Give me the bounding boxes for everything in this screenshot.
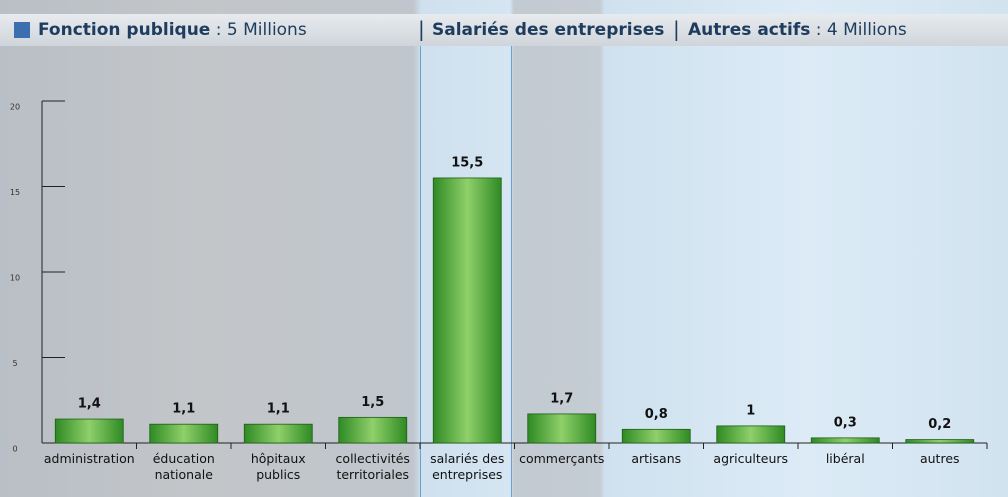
bar xyxy=(716,425,786,444)
value-label: 1,1 xyxy=(267,402,290,417)
bar xyxy=(432,177,502,444)
x-tick-label: salariés des entreprises xyxy=(430,451,505,482)
bar xyxy=(243,423,313,444)
bar xyxy=(621,428,691,444)
separator: | xyxy=(418,17,425,41)
x-tick-label: éducation nationale xyxy=(152,451,215,482)
x-tick-label: commerçants xyxy=(519,451,605,466)
value-label: 0,3 xyxy=(834,415,857,430)
x-tick-label: agriculteurs xyxy=(713,451,789,466)
header-group: Autres actifs : 4 Millions xyxy=(688,20,907,40)
bar xyxy=(810,437,880,444)
y-tick-label: 5 xyxy=(12,359,17,368)
group-name: Salariés des entreprises xyxy=(432,20,665,40)
bar xyxy=(527,413,597,444)
x-tick-label: autres xyxy=(919,451,960,466)
y-tick-label: 10 xyxy=(10,274,20,283)
y-tick-label: 15 xyxy=(10,188,20,197)
value-label: 1,1 xyxy=(172,402,195,417)
highlight-column xyxy=(420,46,512,497)
group-note: : 4 Millions xyxy=(815,20,907,40)
value-label: 1,7 xyxy=(550,391,573,406)
value-label: 1 xyxy=(746,403,755,418)
bar xyxy=(905,439,975,444)
bar xyxy=(149,423,219,444)
header-group: Fonction publique : 5 Millions xyxy=(38,20,307,40)
x-tick-label: hôpitaux publics xyxy=(250,451,306,482)
y-tick-label: 20 xyxy=(10,103,20,112)
header-group: Salariés des entreprises xyxy=(432,20,664,40)
group-note: : 5 Millions xyxy=(215,20,307,40)
x-tick-label: libéral xyxy=(825,451,865,466)
header-icon xyxy=(14,22,30,38)
x-tick-label: administration xyxy=(43,451,135,466)
bar xyxy=(338,416,408,444)
bar xyxy=(54,418,124,444)
value-label: 1,5 xyxy=(361,395,384,410)
value-label: 15,5 xyxy=(451,155,483,170)
value-label: 1,4 xyxy=(78,397,101,412)
group-name: Autres actifs xyxy=(688,20,811,40)
x-tick-label: artisans xyxy=(631,451,682,466)
value-label: 0,8 xyxy=(645,407,668,422)
y-tick-label: 0 xyxy=(12,445,17,454)
value-label: 0,2 xyxy=(928,417,951,432)
group-name: Fonction publique xyxy=(38,20,211,40)
header-bar: Fonction publique : 5 Millions | Salarié… xyxy=(0,14,1008,46)
separator: | xyxy=(673,17,680,41)
x-tick-label: collectivités territoriales xyxy=(335,451,410,482)
